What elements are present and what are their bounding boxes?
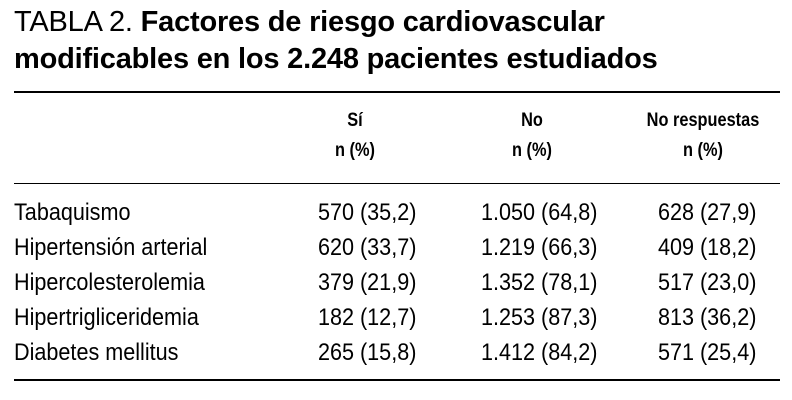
row-label: Hipercolesterolemia [14,269,205,296]
cell-no-respuestas: 628 (27,9) [657,199,756,226]
column-header-unit: n (%) [335,140,375,161]
table-row: Tabaquismo 570 (35,2) 1.050 (64,8) 628 (… [14,195,780,230]
table-body: Tabaquismo 570 (35,2) 1.050 (64,8) 628 (… [14,195,780,370]
bottom-rule [14,379,780,381]
table-row: Hipercolesterolemia 379 (21,9) 1.352 (78… [14,265,780,300]
cell-no: 1.253 (87,3) [480,304,597,331]
column-header-label: Sí [347,110,363,131]
cell-no-respuestas: 409 (18,2) [657,234,756,261]
row-label: Tabaquismo [14,199,131,226]
table-caption: Factores de riesgo cardiovascular modifi… [14,6,658,75]
top-rule [14,91,780,93]
table-number: TABLA 2. [14,6,133,38]
cell-si: 570 (35,2) [317,199,416,226]
cell-si: 620 (33,7) [317,234,416,261]
row-label: Hipertensión arterial [14,234,208,261]
column-header-label: No respuestas [646,110,760,131]
cell-no-respuestas: 813 (36,2) [657,304,756,331]
column-header-si: Sí n (%) [291,106,420,166]
column-header-no: No n (%) [468,106,597,166]
header-rule [14,183,780,184]
cell-si: 265 (15,8) [317,339,416,366]
cell-si: 182 (12,7) [317,304,416,331]
cell-si: 379 (21,9) [317,269,416,296]
cell-no-respuestas: 517 (23,0) [657,269,756,296]
cell-no: 1.352 (78,1) [480,269,597,296]
cell-no: 1.219 (66,3) [480,234,597,261]
cell-no: 1.050 (64,8) [480,199,597,226]
column-header-unit: n (%) [512,140,552,161]
row-label: Diabetes mellitus [14,339,179,366]
table-row: Diabetes mellitus 265 (15,8) 1.412 (84,2… [14,335,780,370]
column-header-unit: n (%) [683,140,723,161]
cell-no: 1.412 (84,2) [480,339,597,366]
table-title: TABLA 2. Factores de riesgo cardiovascul… [14,4,784,78]
cell-no-respuestas: 571 (25,4) [657,339,756,366]
column-header-label: No [521,110,543,131]
column-header-no-respuestas: No respuestas n (%) [630,106,776,166]
row-label: Hipertrigliceridemia [14,304,199,331]
table-row: Hipertrigliceridemia 182 (12,7) 1.253 (8… [14,300,780,335]
table-row: Hipertensión arterial 620 (33,7) 1.219 (… [14,230,780,265]
